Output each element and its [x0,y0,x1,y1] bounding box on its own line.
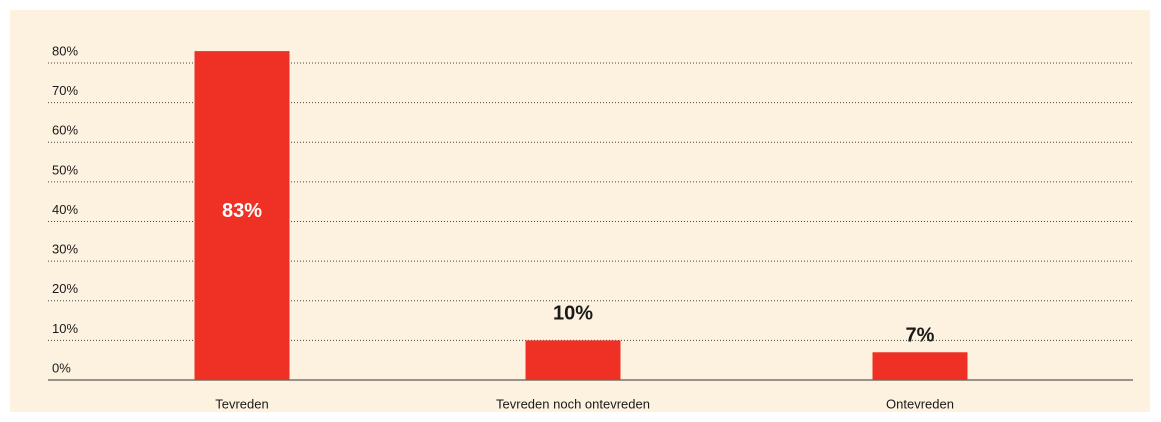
y-tick-label: 30% [52,242,78,257]
value-label: 10% [553,303,593,325]
x-tick-label: Tevreden [215,396,268,411]
bar [194,51,290,381]
bar [525,340,621,380]
value-label: 7% [906,325,935,347]
y-tick-label: 50% [52,162,78,177]
y-tick-label: 70% [52,83,78,98]
value-label: 83% [222,200,262,222]
x-tick-label: Ontevreden [886,396,954,411]
y-tick-label: 0% [52,360,71,375]
y-tick-label: 80% [52,43,78,58]
y-tick-label: 20% [52,281,78,296]
x-tick-label: Tevreden noch ontevreden [496,396,650,411]
y-tick-label: 40% [52,202,78,217]
bar [872,352,968,380]
y-tick-label: 10% [52,321,78,336]
y-tick-label: 60% [52,123,78,138]
